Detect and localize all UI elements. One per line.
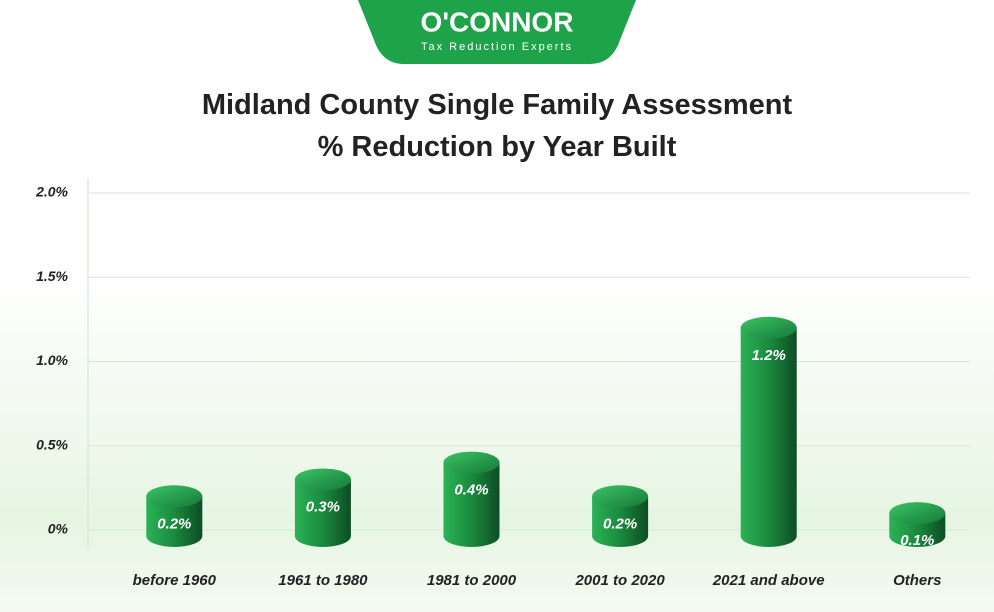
bar-cap: [740, 316, 797, 339]
bar-cap: [294, 468, 351, 491]
bar-body: [443, 462, 500, 548]
bar-cap: [889, 502, 946, 525]
bar: [592, 485, 649, 548]
chart-title: Midland County Single Family Assessment …: [201, 89, 793, 163]
bar: [443, 451, 500, 548]
logo-banner: [358, 0, 636, 64]
bar-body: [592, 496, 649, 548]
data-label: 0.1%: [900, 532, 934, 549]
data-label: 0.3%: [306, 498, 340, 515]
bar-body: [146, 496, 203, 548]
y-tick-label: 0.5%: [36, 436, 68, 452]
x-tick-label: 2021 and above: [712, 572, 825, 589]
bar: [146, 485, 203, 548]
y-tick-label: 2.0%: [35, 184, 68, 200]
logo-name: O'CONNOR: [421, 6, 574, 37]
data-label: 0.2%: [603, 515, 637, 532]
bar-cap: [443, 451, 500, 474]
logo-tagline: Tax Reduction Experts: [421, 41, 573, 53]
bar-body: [740, 327, 797, 548]
bar-body: [294, 479, 351, 548]
data-label: 0.2%: [157, 515, 191, 532]
bar: [889, 502, 946, 548]
bar: [294, 468, 351, 548]
x-tick-label: Others: [893, 572, 941, 589]
y-tick-label: 1.5%: [36, 268, 68, 284]
bar-cap: [146, 485, 203, 508]
x-tick-label: 2001 to 2020: [574, 572, 665, 589]
bar-cap: [592, 485, 649, 508]
bar: [740, 316, 797, 548]
data-label: 1.2%: [752, 347, 786, 364]
data-label: 0.4%: [454, 482, 488, 499]
x-tick-label: before 1960: [133, 572, 217, 589]
y-tick-label: 1.0%: [36, 352, 68, 368]
y-tick-label: 0%: [48, 521, 69, 537]
x-tick-label: 1981 to 2000: [427, 572, 517, 589]
x-tick-label: 1961 to 1980: [278, 572, 368, 589]
